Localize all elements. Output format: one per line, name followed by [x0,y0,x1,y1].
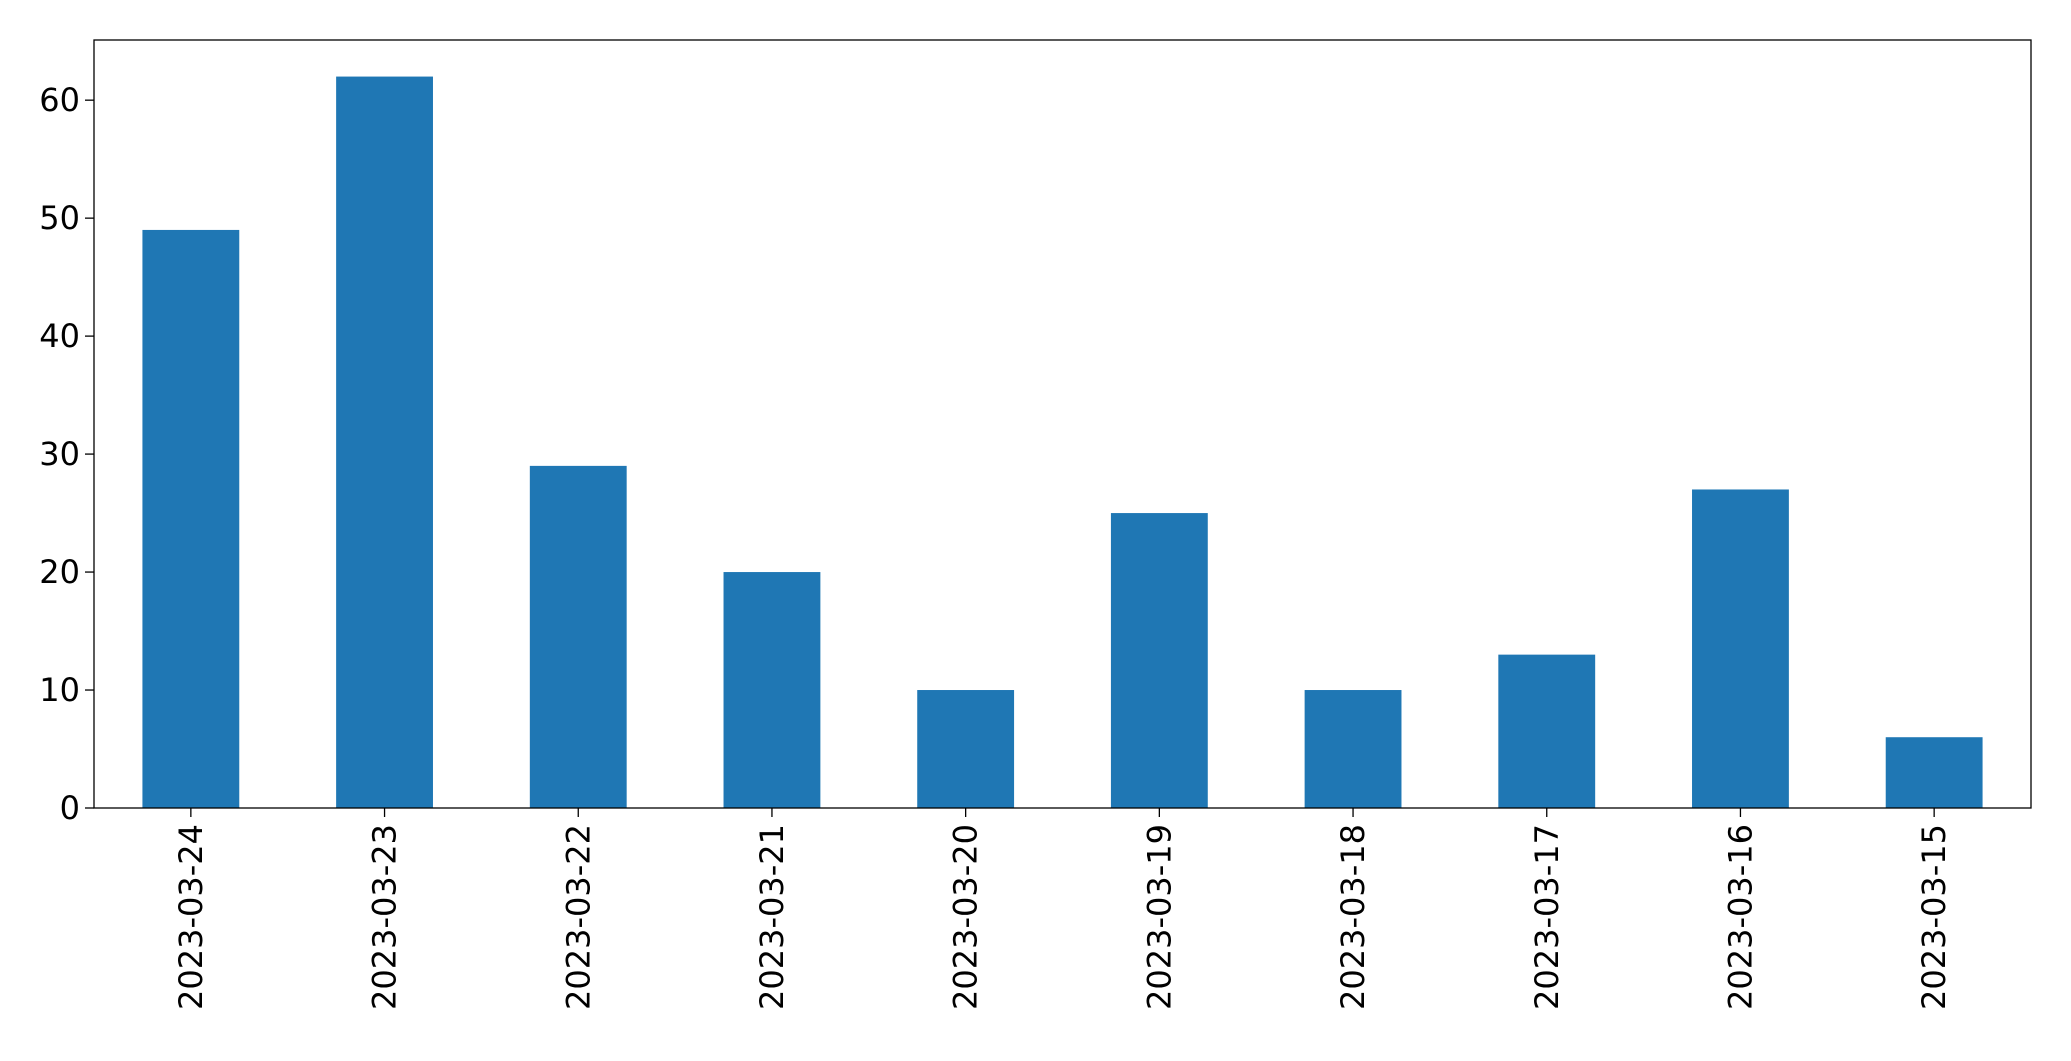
bar [723,572,821,808]
bar [1885,737,1983,808]
bar [1110,513,1208,808]
x-tick-label: 2023-03-20 [947,824,985,1010]
x-tick-label: 2023-03-15 [1915,824,1953,1010]
y-tick-label: 30 [39,435,80,473]
y-tick-label: 10 [39,671,80,709]
x-tick-label: 2023-03-23 [366,824,404,1010]
x-tick-label: 2023-03-16 [1721,824,1759,1010]
x-tick-label: 2023-03-19 [1140,824,1178,1010]
bar [917,690,1015,808]
x-tick-label: 2023-03-22 [559,824,597,1010]
plot-frame [93,39,2032,809]
bar [1498,654,1596,808]
x-tick-label: 2023-03-18 [1334,824,1372,1010]
x-tick-label: 2023-03-17 [1528,824,1566,1010]
bar [336,76,433,809]
y-tick-label: 40 [39,317,80,355]
x-tick-label: 2023-03-21 [753,824,791,1010]
bar [142,229,240,808]
y-tick-label: 50 [39,199,80,237]
x-tick-label: 2023-03-24 [172,824,210,1010]
y-tick-label: 60 [39,81,80,119]
y-tick-label: 0 [60,789,80,827]
bar [1692,489,1789,808]
bar [529,465,627,808]
y-tick-label: 20 [39,553,80,591]
bar [1304,690,1402,808]
